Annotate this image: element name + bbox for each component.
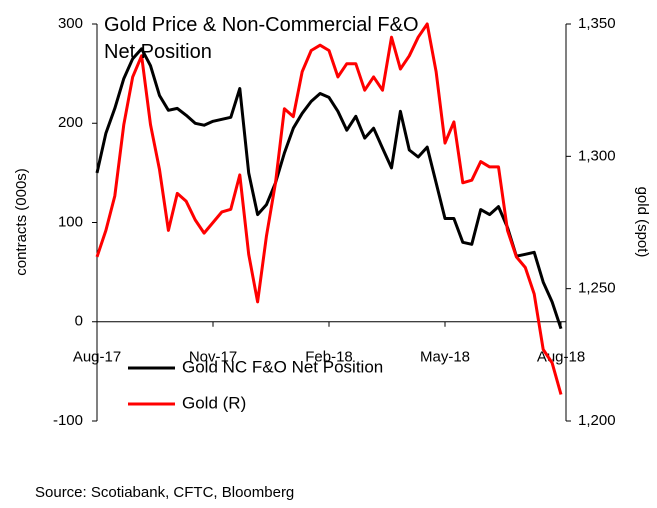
y-tick-label: 200 <box>58 114 83 131</box>
x-tick-label: Feb-18 <box>305 349 353 366</box>
legend-label: Gold (R) <box>182 393 246 412</box>
y-tick-label: 0 <box>75 313 83 330</box>
x-tick-label: Nov-17 <box>189 349 237 366</box>
y-tick-label: -100 <box>53 412 83 429</box>
series-line <box>95 22 563 395</box>
x-tick-label: Aug-17 <box>73 349 121 366</box>
y2-tick-label: 1,350 <box>578 15 616 32</box>
x-tick-label: May-18 <box>420 349 470 366</box>
series-line <box>95 47 563 330</box>
y2-tick-label: 1,250 <box>578 280 616 297</box>
y2-axis-label: gold (spot) <box>634 187 651 258</box>
x-tick-label: Aug-18 <box>537 349 585 366</box>
chart-title: Gold Price & Non-Commercial F&O Net Posi… <box>104 14 419 63</box>
y-tick-label: 100 <box>58 213 83 230</box>
legend-label: Gold NC F&O Net Position <box>182 357 383 376</box>
source: Source: Scotiabank, CFTC, Bloomberg <box>35 484 294 501</box>
y2-tick-label: 1,300 <box>578 147 616 164</box>
y-axis-label: contracts (000s) <box>13 168 30 276</box>
y2-tick-label: 1,200 <box>578 412 616 429</box>
y-tick-label: 300 <box>58 15 83 32</box>
